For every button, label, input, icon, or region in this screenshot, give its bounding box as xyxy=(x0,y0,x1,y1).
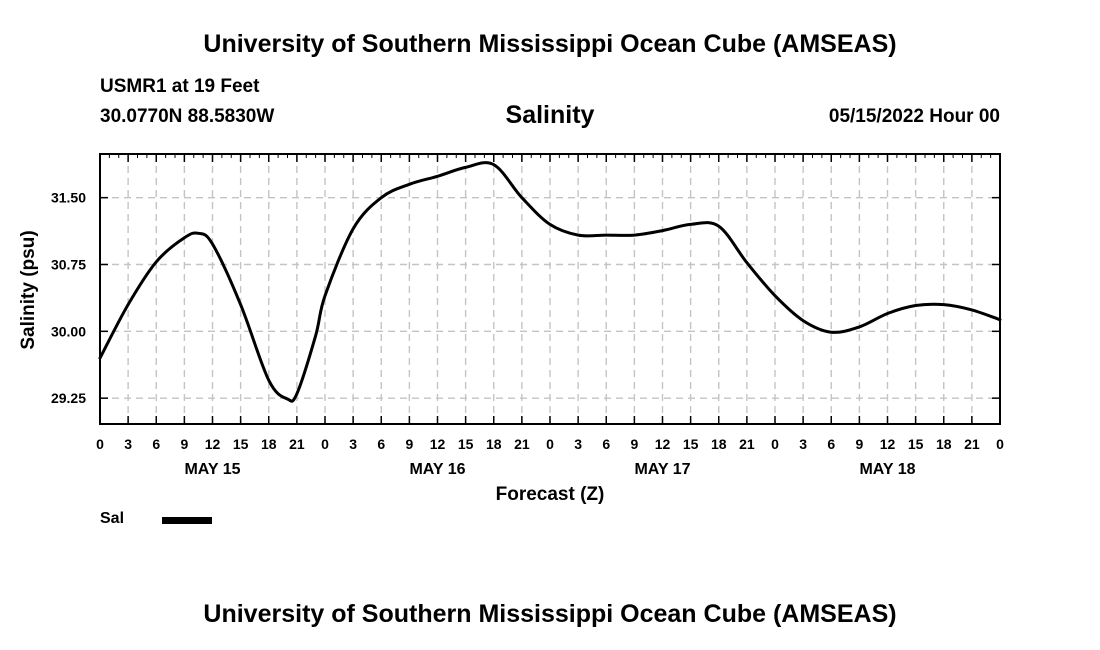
y-tick-label: 31.50 xyxy=(51,190,86,206)
x-tick-label: 18 xyxy=(936,436,952,452)
x-tick-label: 12 xyxy=(655,436,671,452)
chart-title: Salinity xyxy=(505,101,595,129)
x-tick-label: 18 xyxy=(261,436,277,452)
main-title: University of Southern Mississippi Ocean… xyxy=(203,30,897,58)
station-coordinates: 30.0770N 88.5830W xyxy=(100,106,275,127)
legend-swatch xyxy=(162,517,212,524)
x-tick-label: 12 xyxy=(430,436,446,452)
x-tick-label: 3 xyxy=(124,436,132,452)
plot-frame xyxy=(99,153,1001,425)
x-tick-label: 9 xyxy=(855,436,863,452)
x-tick-label: 6 xyxy=(377,436,385,452)
day-label: MAY 15 xyxy=(184,461,240,478)
x-tick-label: 21 xyxy=(514,436,530,452)
x-tick-label: 3 xyxy=(574,436,582,452)
day-label: MAY 17 xyxy=(634,461,690,478)
x-tick-label: 0 xyxy=(771,436,779,452)
y-tick-label: 29.25 xyxy=(51,390,86,406)
day-label: MAY 18 xyxy=(859,461,915,478)
x-tick-label: 21 xyxy=(964,436,980,452)
day-label: MAY 16 xyxy=(409,461,465,478)
x-tick-label: 3 xyxy=(799,436,807,452)
forecast-datetime: 05/15/2022 Hour 00 xyxy=(828,106,1000,127)
sal-series-line xyxy=(98,161,1002,403)
x-tick-label: 6 xyxy=(152,436,160,452)
x-axis-label: Forecast (Z) xyxy=(496,484,605,505)
x-tick-label: 9 xyxy=(180,436,188,452)
x-tick-label: 15 xyxy=(683,436,699,452)
x-tick-label: 15 xyxy=(458,436,474,452)
x-tick-label: 12 xyxy=(205,436,221,452)
x-tick-label: 21 xyxy=(739,436,755,452)
x-tick-label: 0 xyxy=(546,436,554,452)
x-tick-label: 21 xyxy=(289,436,305,452)
x-tick-label: 6 xyxy=(602,436,610,452)
x-tick-label: 15 xyxy=(908,436,924,452)
x-tick-label: 12 xyxy=(880,436,896,452)
x-tick-label: 15 xyxy=(233,436,249,452)
legend-label: Sal xyxy=(100,510,125,527)
footer-title: University of Southern Mississippi Ocean… xyxy=(203,600,897,628)
x-tick-label: 9 xyxy=(630,436,638,452)
x-tick-label: 6 xyxy=(827,436,835,452)
y-axis-label: Salinity (psu) xyxy=(18,230,39,349)
x-tick-label: 18 xyxy=(486,436,502,452)
x-tick-label: 0 xyxy=(96,436,104,452)
y-tick-label: 30.75 xyxy=(51,256,86,272)
x-tick-label: 0 xyxy=(996,436,1004,452)
station-label: USMR1 at 19 Feet xyxy=(100,76,260,97)
x-tick-label: 9 xyxy=(405,436,413,452)
x-tick-label: 0 xyxy=(321,436,329,452)
y-tick-label: 30.00 xyxy=(51,323,86,339)
x-tick-label: 18 xyxy=(711,436,727,452)
grid-lines xyxy=(100,154,1000,424)
x-tick-label: 3 xyxy=(349,436,357,452)
y-axis-ticks: 29.25 30.00 30.75 31.50 xyxy=(51,190,1000,406)
